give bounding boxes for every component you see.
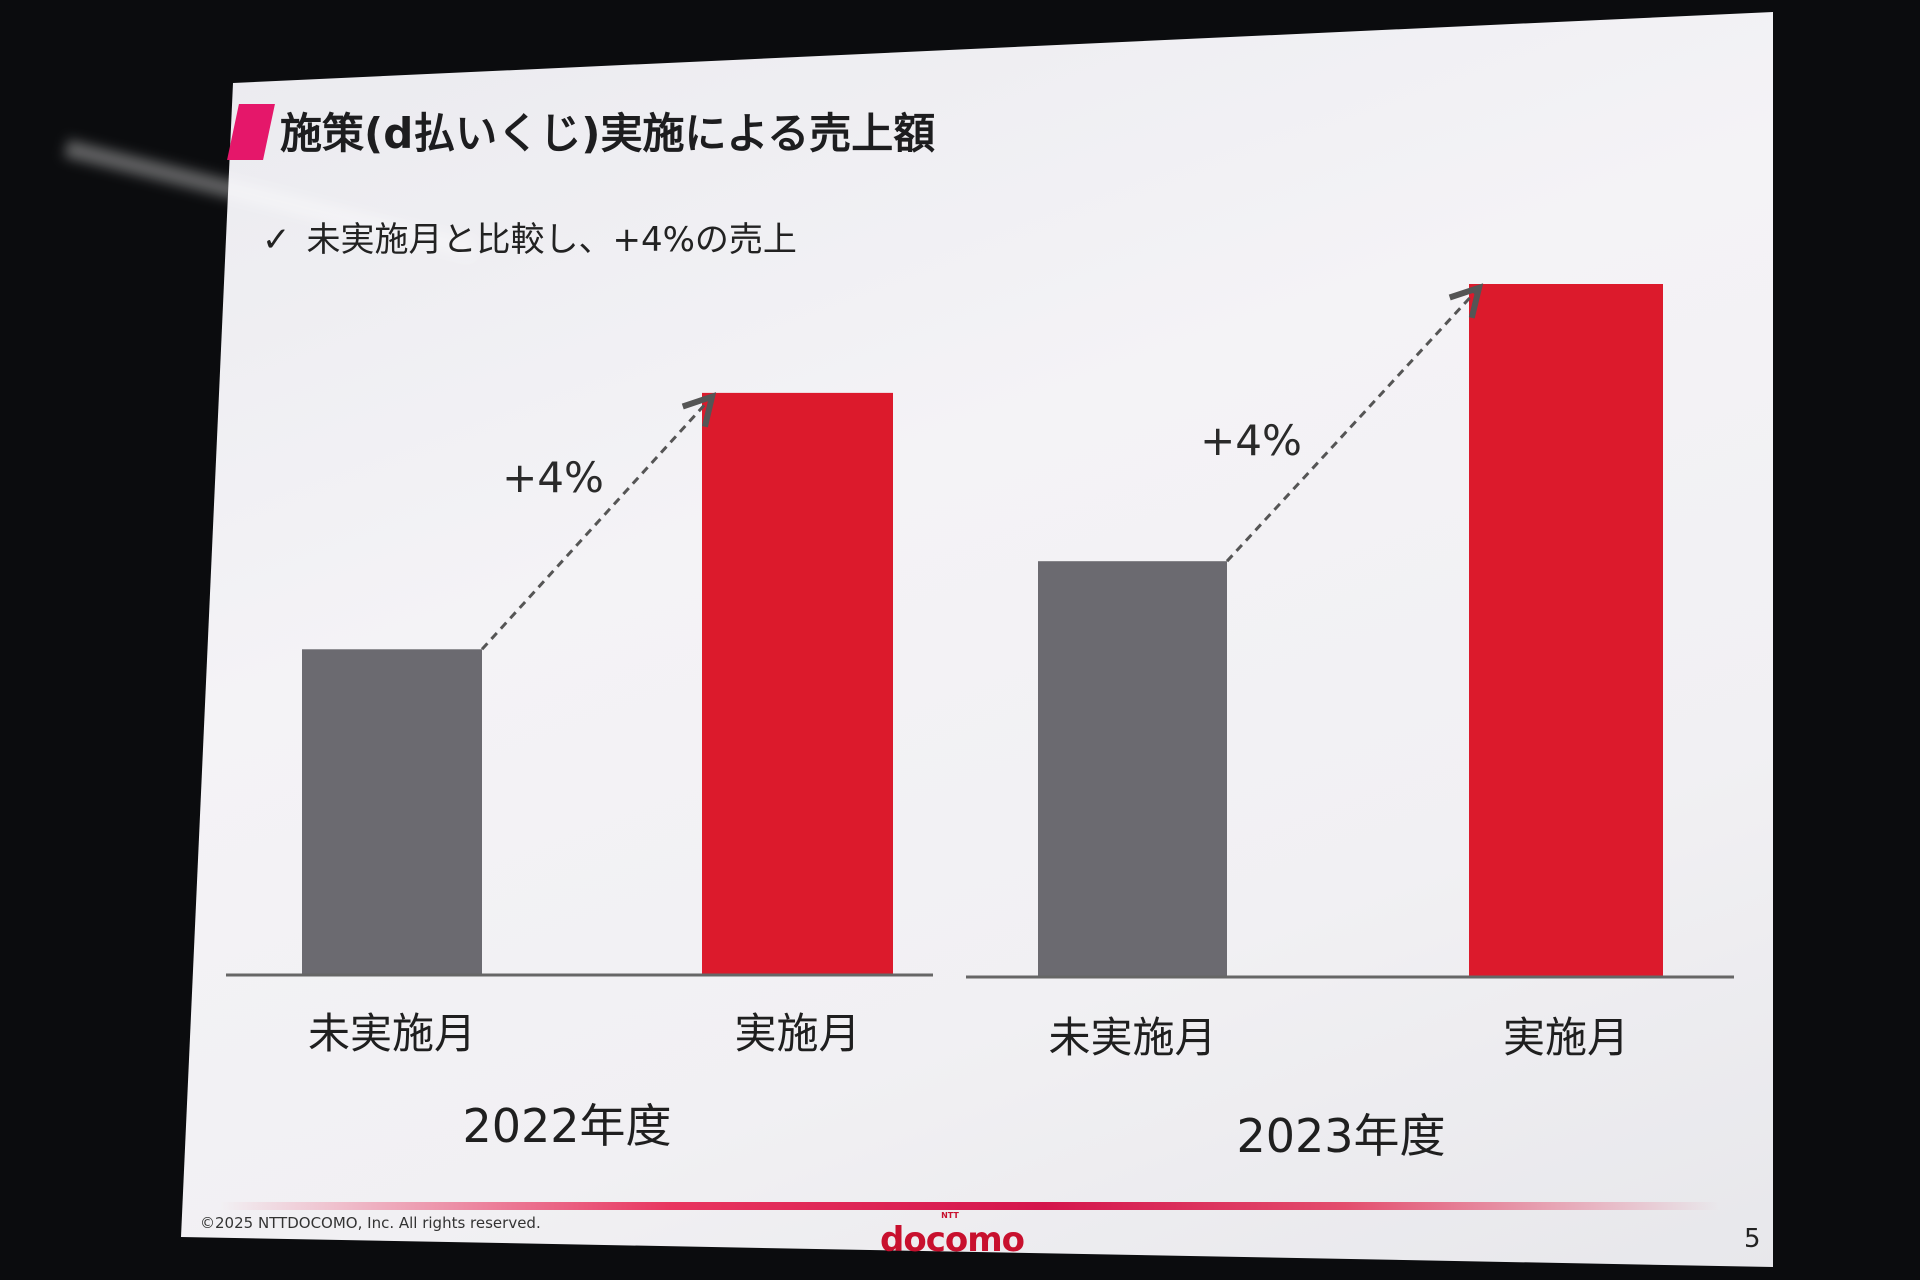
footer-gradient-line bbox=[220, 1202, 1720, 1210]
bullet-point: ✓ 未実施月と比較し、+4%の売上 bbox=[262, 212, 797, 261]
bar-2023年度-実施月 bbox=[1469, 284, 1663, 977]
year-label: 2022年度 bbox=[462, 1099, 671, 1153]
bullet-text: 未実施月と比較し、+4%の売上 bbox=[306, 220, 797, 260]
growth-annotation: +4% bbox=[1200, 416, 1302, 465]
category-label: 未実施月 bbox=[308, 1009, 476, 1058]
growth-arrow bbox=[480, 399, 710, 651]
copyright: ©2025 NTTDOCOMO, Inc. All rights reserve… bbox=[200, 1214, 541, 1232]
category-label: 未実施月 bbox=[1048, 1013, 1216, 1062]
growth-annotation: +4% bbox=[502, 453, 604, 502]
bar-2022年度-未実施月 bbox=[302, 649, 482, 975]
slide-title: 施策(d払いくじ)実施による売上額 bbox=[280, 109, 936, 158]
bar-2022年度-実施月 bbox=[702, 392, 893, 975]
bar-2023年度-未実施月 bbox=[1038, 561, 1227, 977]
logo-text: docomo bbox=[880, 1220, 1025, 1260]
docomo-logo: NTT docomo bbox=[880, 1211, 1025, 1260]
logo-ntt-text: NTT bbox=[941, 1211, 959, 1220]
check-icon: ✓ bbox=[262, 220, 291, 260]
category-label: 実施月 bbox=[1503, 1013, 1629, 1062]
category-label: 実施月 bbox=[734, 1009, 860, 1058]
growth-arrow bbox=[1225, 290, 1477, 563]
year-label: 2023年度 bbox=[1236, 1109, 1445, 1163]
page-number: 5 bbox=[1744, 1224, 1761, 1254]
